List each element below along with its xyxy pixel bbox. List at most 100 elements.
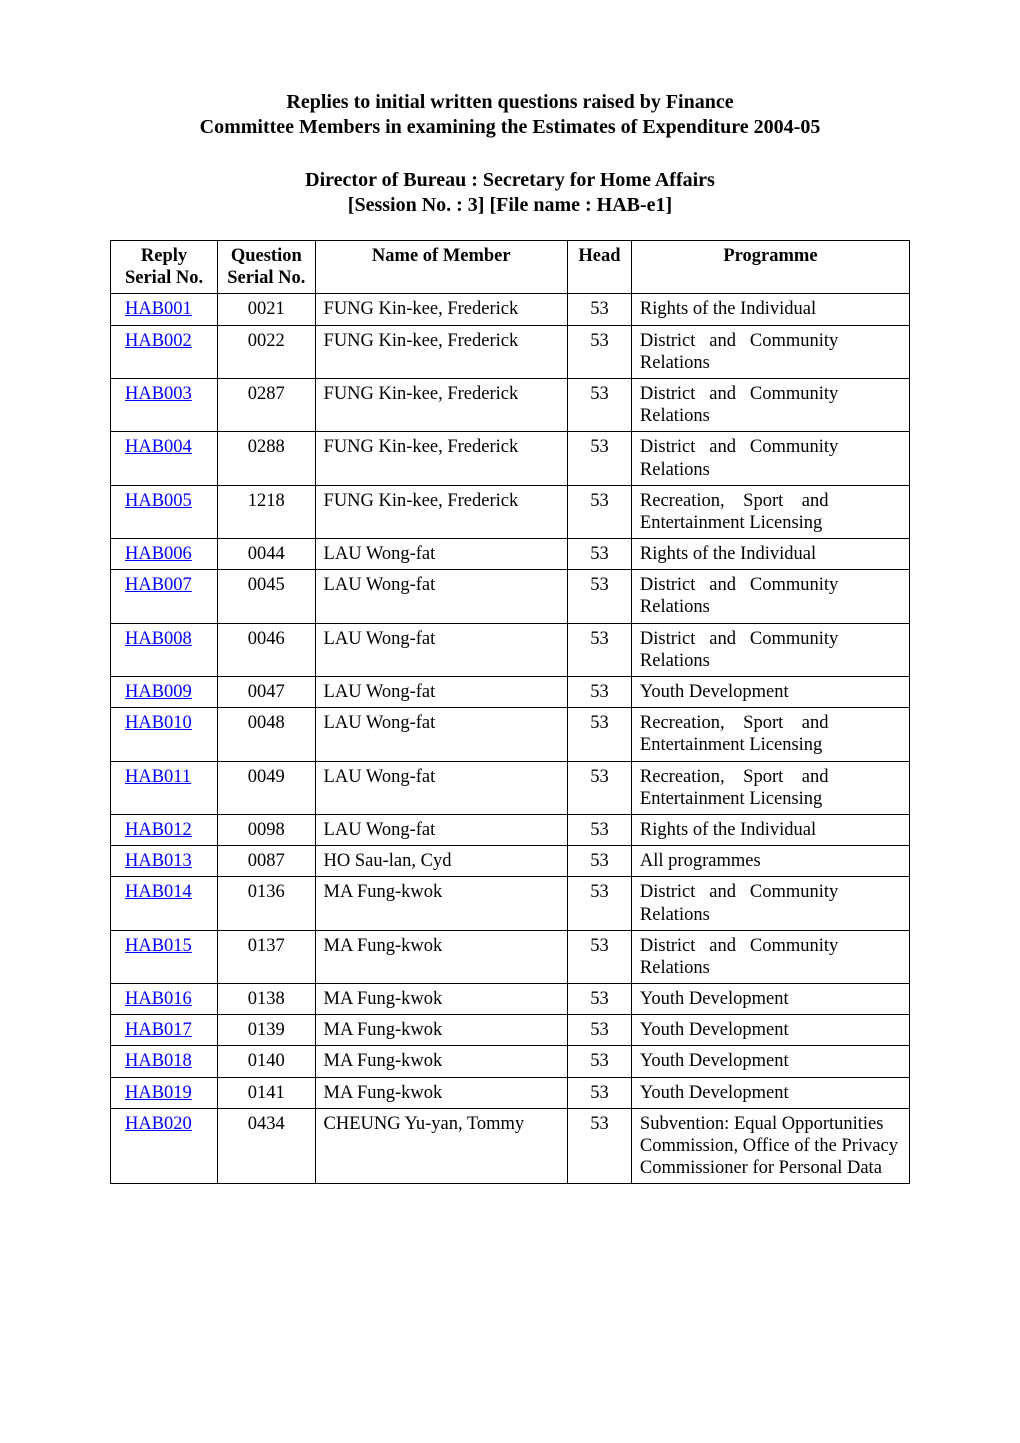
cell-programme: Youth Development (631, 1046, 909, 1077)
cell-member: LAU Wong-fat (315, 814, 567, 845)
reply-link[interactable]: HAB010 (125, 713, 192, 733)
cell-programme: District and CommunityRelations (631, 877, 909, 930)
table-body: HAB0010021FUNG Kin-kee, Frederick53Right… (111, 294, 910, 1184)
cell-question: 1218 (218, 485, 315, 538)
cell-programme: Recreation, Sport andEntertainment Licen… (631, 708, 909, 761)
table-row: HAB0080046LAU Wong-fat53District and Com… (111, 623, 910, 676)
cell-reply: HAB004 (111, 432, 218, 485)
cell-programme: Rights of the Individual (631, 539, 909, 570)
cell-head: 53 (568, 1077, 632, 1108)
reply-link[interactable]: HAB019 (125, 1083, 192, 1103)
cell-reply: HAB013 (111, 846, 218, 877)
cell-head: 53 (568, 432, 632, 485)
col-header-member: Name of Member (315, 241, 567, 294)
reply-link[interactable]: HAB017 (125, 1020, 192, 1040)
table-row: HAB0040288FUNG Kin-kee, Frederick53Distr… (111, 432, 910, 485)
cell-head: 53 (568, 708, 632, 761)
reply-link[interactable]: HAB008 (125, 629, 192, 649)
reply-link[interactable]: HAB009 (125, 682, 192, 702)
cell-member: MA Fung-kwok (315, 1015, 567, 1046)
cell-member: FUNG Kin-kee, Frederick (315, 485, 567, 538)
table-row: HAB0150137MA Fung-kwok53District and Com… (111, 930, 910, 983)
cell-programme: District and CommunityRelations (631, 930, 909, 983)
cell-reply: HAB017 (111, 1015, 218, 1046)
table-row: HAB0020022FUNG Kin-kee, Frederick53Distr… (111, 325, 910, 378)
cell-question: 0138 (218, 984, 315, 1015)
cell-programme: All programmes (631, 846, 909, 877)
cell-reply: HAB003 (111, 378, 218, 431)
table-header-row: Reply Serial No. Question Serial No. Nam… (111, 241, 910, 294)
table-row: HAB0180140MA Fung-kwok53Youth Developmen… (111, 1046, 910, 1077)
cell-programme: Recreation, Sport andEntertainment Licen… (631, 761, 909, 814)
cell-head: 53 (568, 485, 632, 538)
cell-member: LAU Wong-fat (315, 539, 567, 570)
reply-link[interactable]: HAB020 (125, 1114, 192, 1134)
cell-member: LAU Wong-fat (315, 761, 567, 814)
cell-member: FUNG Kin-kee, Frederick (315, 325, 567, 378)
cell-reply: HAB015 (111, 930, 218, 983)
table-row: HAB0120098LAU Wong-fat53Rights of the In… (111, 814, 910, 845)
cell-question: 0022 (218, 325, 315, 378)
table-row: HAB0010021FUNG Kin-kee, Frederick53Right… (111, 294, 910, 325)
reply-link[interactable]: HAB003 (125, 384, 192, 404)
cell-question: 0047 (218, 677, 315, 708)
cell-head: 53 (568, 1108, 632, 1184)
cell-member: LAU Wong-fat (315, 677, 567, 708)
reply-link[interactable]: HAB014 (125, 882, 192, 902)
cell-question: 0044 (218, 539, 315, 570)
cell-programme: Rights of the Individual (631, 294, 909, 325)
cell-programme: District and CommunityRelations (631, 432, 909, 485)
table-row: HAB0060044LAU Wong-fat53Rights of the In… (111, 539, 910, 570)
cell-programme: Recreation, Sport andEntertainment Licen… (631, 485, 909, 538)
table-row: HAB0130087HO Sau-lan, Cyd53All programme… (111, 846, 910, 877)
table-row: HAB0140136MA Fung-kwok53District and Com… (111, 877, 910, 930)
cell-head: 53 (568, 814, 632, 845)
table-row: HAB0030287FUNG Kin-kee, Frederick53Distr… (111, 378, 910, 431)
cell-question: 0287 (218, 378, 315, 431)
table-row: HAB0190141MA Fung-kwok53Youth Developmen… (111, 1077, 910, 1108)
cell-head: 53 (568, 761, 632, 814)
reply-link[interactable]: HAB005 (125, 491, 192, 511)
cell-reply: HAB006 (111, 539, 218, 570)
cell-programme: Youth Development (631, 984, 909, 1015)
cell-head: 53 (568, 294, 632, 325)
reply-link[interactable]: HAB016 (125, 989, 192, 1009)
document-page: Replies to initial written questions rai… (0, 0, 1020, 1443)
cell-head: 53 (568, 325, 632, 378)
cell-member: MA Fung-kwok (315, 877, 567, 930)
reply-link[interactable]: HAB004 (125, 437, 192, 457)
cell-question: 0141 (218, 1077, 315, 1108)
reply-link[interactable]: HAB006 (125, 544, 192, 564)
cell-programme: Youth Development (631, 1077, 909, 1108)
document-title: Replies to initial written questions rai… (110, 90, 910, 140)
cell-question: 0140 (218, 1046, 315, 1077)
cell-programme: District and CommunityRelations (631, 570, 909, 623)
cell-head: 53 (568, 846, 632, 877)
reply-link[interactable]: HAB013 (125, 851, 192, 871)
table-row: HAB0160138MA Fung-kwok53Youth Developmen… (111, 984, 910, 1015)
col-header-reply-l2: Serial No. (125, 268, 203, 288)
reply-link[interactable]: HAB015 (125, 936, 192, 956)
cell-reply: HAB012 (111, 814, 218, 845)
cell-head: 53 (568, 677, 632, 708)
col-header-programme: Programme (631, 241, 909, 294)
cell-question: 0139 (218, 1015, 315, 1046)
reply-link[interactable]: HAB012 (125, 820, 192, 840)
reply-link[interactable]: HAB018 (125, 1051, 192, 1071)
reply-link[interactable]: HAB007 (125, 575, 192, 595)
table-row: HAB0200434CHEUNG Yu-yan, Tommy53Subventi… (111, 1108, 910, 1184)
cell-question: 0049 (218, 761, 315, 814)
reply-link[interactable]: HAB011 (125, 767, 191, 787)
cell-reply: HAB001 (111, 294, 218, 325)
cell-question: 0045 (218, 570, 315, 623)
cell-reply: HAB014 (111, 877, 218, 930)
col-header-reply-l1: Reply (141, 246, 187, 266)
col-header-question: Question Serial No. (218, 241, 315, 294)
table-row: HAB0090047LAU Wong-fat53Youth Developmen… (111, 677, 910, 708)
cell-member: LAU Wong-fat (315, 623, 567, 676)
cell-programme: Youth Development (631, 1015, 909, 1046)
reply-link[interactable]: HAB001 (125, 299, 192, 319)
cell-head: 53 (568, 877, 632, 930)
cell-member: FUNG Kin-kee, Frederick (315, 432, 567, 485)
reply-link[interactable]: HAB002 (125, 331, 192, 351)
